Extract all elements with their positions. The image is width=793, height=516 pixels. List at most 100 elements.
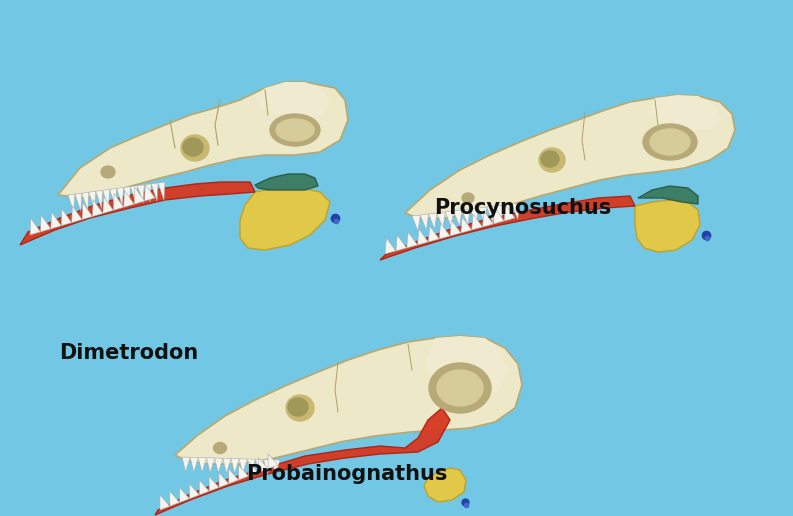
Polygon shape [425,336,508,398]
Polygon shape [130,186,137,204]
Polygon shape [144,184,151,202]
Polygon shape [158,182,165,200]
Polygon shape [482,211,493,227]
Polygon shape [209,476,219,491]
Polygon shape [385,238,396,254]
Ellipse shape [462,193,474,203]
Polygon shape [198,458,206,473]
Ellipse shape [181,135,209,161]
Polygon shape [75,193,82,212]
Polygon shape [450,220,461,236]
Polygon shape [407,232,417,248]
Polygon shape [124,187,130,205]
Polygon shape [437,212,445,229]
Text: Dimetrodon: Dimetrodon [59,344,199,363]
Polygon shape [439,223,450,239]
Polygon shape [255,174,318,190]
Polygon shape [102,189,109,208]
Polygon shape [206,458,215,473]
Polygon shape [428,226,439,242]
Polygon shape [417,229,428,245]
Polygon shape [511,203,520,219]
Polygon shape [248,461,259,476]
Polygon shape [144,184,155,201]
Polygon shape [470,208,478,224]
Polygon shape [179,488,190,503]
Polygon shape [96,190,102,208]
Polygon shape [170,491,180,506]
Polygon shape [155,408,450,515]
Ellipse shape [429,363,491,413]
Polygon shape [255,459,263,474]
Polygon shape [239,459,247,474]
Polygon shape [68,194,75,213]
Ellipse shape [286,395,314,421]
Polygon shape [635,200,700,252]
Polygon shape [103,197,113,214]
Polygon shape [396,235,407,251]
Polygon shape [472,214,482,230]
Polygon shape [255,82,330,118]
Polygon shape [405,95,735,218]
Polygon shape [420,214,428,230]
Polygon shape [445,211,454,228]
Polygon shape [231,459,239,474]
Polygon shape [478,207,487,223]
Polygon shape [134,187,144,204]
Polygon shape [380,196,635,260]
Polygon shape [124,190,134,207]
Polygon shape [109,188,117,207]
Polygon shape [504,204,511,220]
Polygon shape [228,469,239,484]
Text: Probainognathus: Probainognathus [246,464,447,483]
Polygon shape [40,215,51,232]
Ellipse shape [539,148,565,172]
Polygon shape [175,336,522,464]
Polygon shape [239,465,248,480]
Polygon shape [190,457,198,472]
Polygon shape [461,217,472,233]
Polygon shape [71,206,82,223]
Polygon shape [268,454,278,469]
Polygon shape [424,468,466,502]
Polygon shape [82,203,93,220]
Polygon shape [82,192,89,211]
Ellipse shape [101,166,115,178]
Polygon shape [117,188,124,206]
Polygon shape [113,194,124,211]
Ellipse shape [650,129,690,155]
Polygon shape [638,186,698,204]
Polygon shape [223,458,231,473]
Polygon shape [428,213,437,230]
Polygon shape [247,459,255,474]
Ellipse shape [276,119,314,141]
Polygon shape [93,200,103,217]
Polygon shape [263,460,272,475]
Polygon shape [182,457,190,472]
Polygon shape [650,95,722,130]
Polygon shape [190,484,199,499]
Polygon shape [487,206,495,222]
Polygon shape [151,183,158,201]
Polygon shape [219,473,229,488]
Ellipse shape [288,398,308,416]
Polygon shape [160,495,170,510]
Polygon shape [504,205,515,221]
Text: Procynosuchus: Procynosuchus [435,198,612,218]
Polygon shape [412,215,420,231]
Polygon shape [30,218,40,235]
Polygon shape [20,182,255,245]
Ellipse shape [541,151,559,167]
Polygon shape [199,480,209,495]
Polygon shape [272,460,280,475]
Ellipse shape [643,124,697,160]
Polygon shape [215,458,223,473]
Polygon shape [259,458,268,473]
Polygon shape [51,212,61,229]
Polygon shape [61,209,71,226]
Ellipse shape [183,138,203,156]
Polygon shape [462,209,470,225]
Polygon shape [58,82,348,198]
Polygon shape [493,208,504,224]
Polygon shape [137,185,144,203]
